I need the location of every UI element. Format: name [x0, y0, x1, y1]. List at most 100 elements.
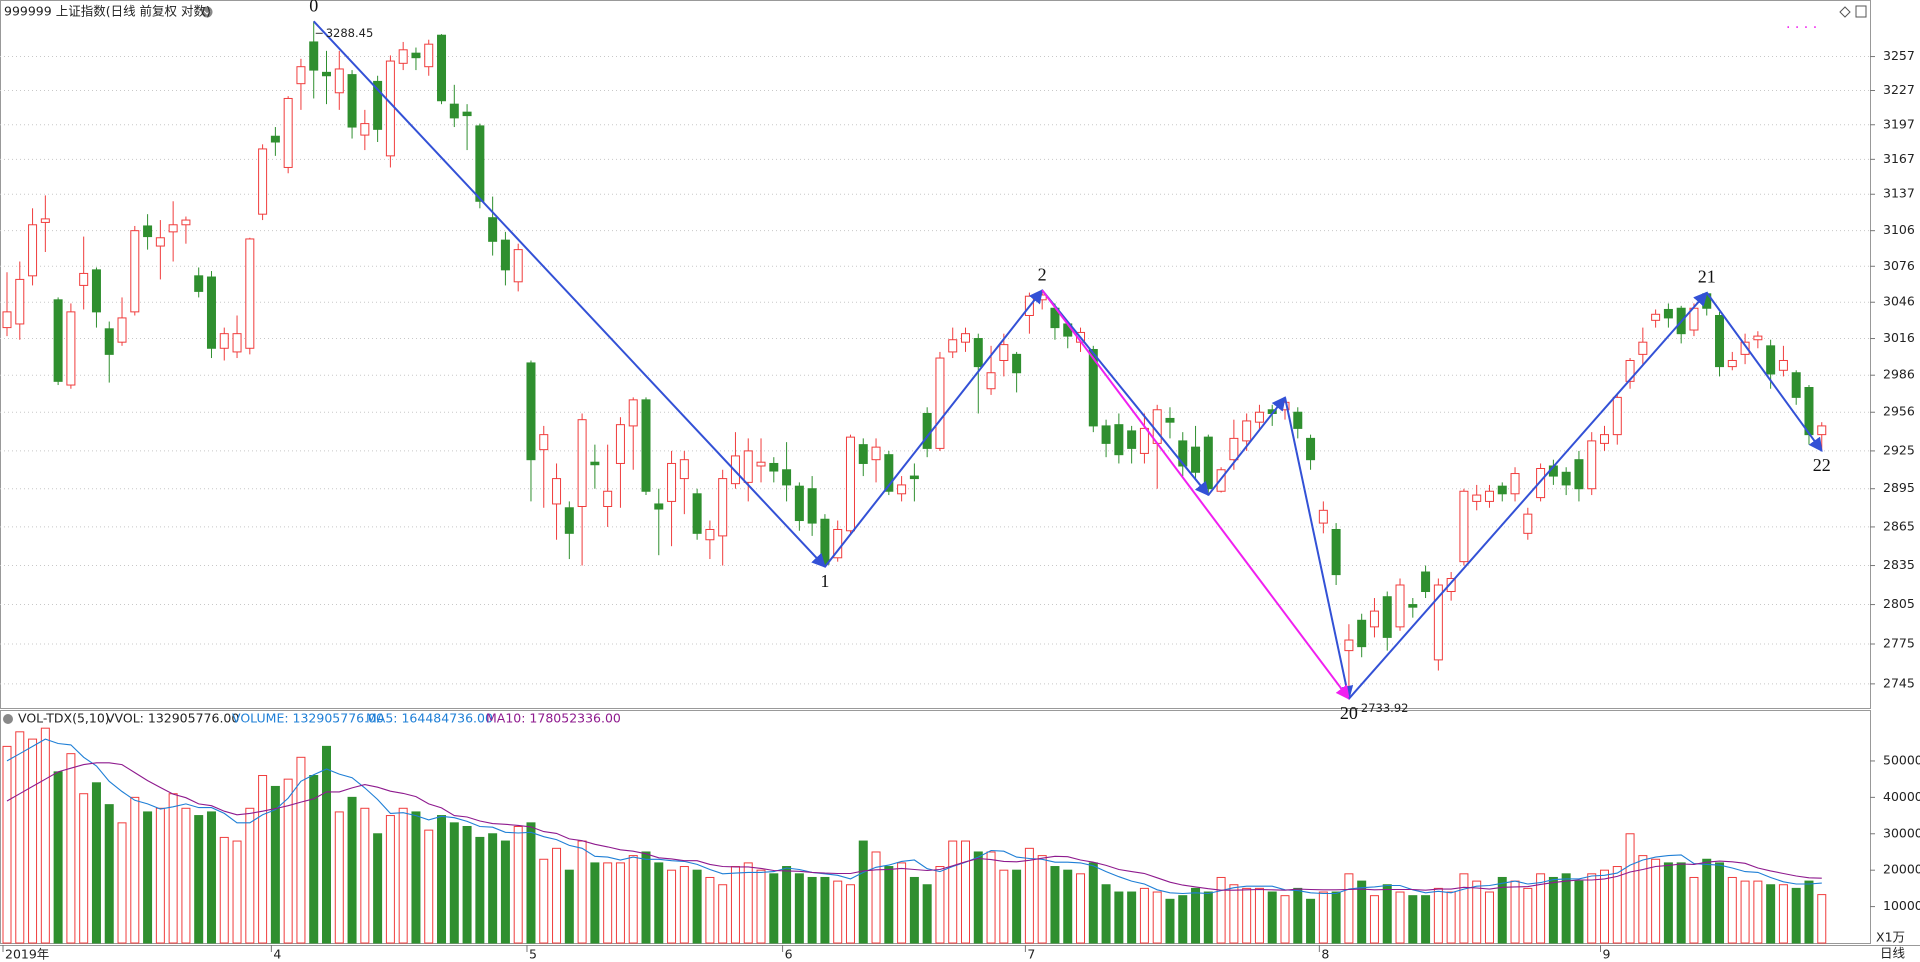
volume-bar: [1497, 876, 1507, 944]
y-tick-label: 2956: [1883, 404, 1915, 419]
candle-body: [948, 339, 958, 353]
candle-body: [1740, 341, 1750, 355]
volume-bar: [1178, 895, 1188, 944]
volume-bar: [1229, 884, 1239, 944]
candle-body: [590, 461, 600, 466]
candle-body: [104, 328, 114, 355]
candle-body: [181, 219, 191, 226]
volume-bar: [1357, 880, 1367, 944]
volume-bar: [1369, 895, 1379, 944]
candle-body: [1459, 490, 1469, 563]
vvol-label: VVOL: 132905776.00: [106, 711, 239, 726]
candle-body: [309, 41, 319, 71]
wave-line: [1041, 289, 1210, 497]
candle-body: [1395, 584, 1405, 628]
volume-bar: [730, 866, 740, 944]
volume-bar: [1791, 887, 1801, 944]
volume-bar: [79, 793, 89, 944]
volume-bar: [411, 811, 421, 944]
candle-body: [1331, 528, 1341, 576]
volume-bar: [309, 775, 319, 944]
menu-icon[interactable]: [201, 6, 213, 18]
candle-body: [1561, 471, 1571, 486]
volume-bar: [986, 851, 996, 944]
volume-bar: [897, 862, 907, 944]
candle-body: [1778, 359, 1788, 371]
candle-body: [1715, 314, 1725, 368]
candle-body: [858, 444, 868, 464]
volume-bar: [641, 851, 651, 944]
candle-body: [1369, 610, 1379, 628]
candle-body: [449, 103, 459, 119]
candle-body: [79, 272, 89, 286]
volume-bar: [1651, 858, 1661, 944]
candle-body: [258, 148, 268, 215]
vol-menu-icon[interactable]: [3, 714, 13, 724]
volume-bar: [1216, 876, 1226, 944]
volume-bar: [1280, 895, 1290, 944]
panel-icon[interactable]: [1855, 5, 1867, 18]
x-tick-label: 4: [273, 947, 281, 962]
volume-bar: [909, 876, 919, 944]
volume-bar: [270, 785, 280, 944]
volume-bar: [296, 756, 306, 944]
candle-body: [577, 419, 587, 507]
volume-bar: [424, 829, 434, 944]
candle-body: [347, 74, 357, 128]
volume-bar: [973, 851, 983, 944]
wave-label: 0: [309, 0, 318, 15]
candle-body: [743, 450, 753, 483]
y-tick-label: 3076: [1883, 258, 1915, 273]
x-tick-label: 2019年: [5, 947, 49, 962]
volume-bar: [1165, 898, 1175, 944]
y-tick-label: 20000: [1883, 862, 1920, 877]
volume-bar: [1625, 833, 1635, 944]
diamond-icon[interactable]: [1839, 6, 1851, 18]
candle-body: [1114, 424, 1124, 456]
candle-body: [973, 338, 983, 368]
legend-entry: MA5: 164484736.00: [366, 711, 493, 726]
volume-bar: [2, 745, 12, 944]
candle-body: [1510, 473, 1520, 495]
wave-label: 20: [1340, 703, 1358, 723]
candle-body: [1497, 485, 1507, 495]
volume-bar: [1088, 862, 1098, 944]
volume-bar: [1676, 862, 1686, 944]
candle-body: [1254, 411, 1264, 423]
wave-label: 21: [1698, 267, 1716, 287]
volume-bar: [667, 869, 677, 944]
volume-bar: [66, 753, 76, 944]
volume-bar: [820, 876, 830, 944]
y-tick-label: 2865: [1883, 518, 1915, 533]
y-tick-label: 2986: [1883, 367, 1915, 382]
volume-bar: [628, 855, 638, 944]
candle-body: [117, 317, 127, 343]
volume-bar: [1076, 873, 1086, 944]
candle-body: [1523, 513, 1533, 534]
candle-body: [1433, 584, 1443, 661]
x-tick-label: 5: [529, 947, 537, 962]
candle-body: [1663, 308, 1673, 319]
volume-bar: [782, 866, 792, 944]
volume-bar: [258, 775, 268, 944]
volume-bar: [1663, 862, 1673, 944]
volume-bar: [322, 745, 331, 944]
candle-body: [1536, 468, 1546, 499]
candle-body: [475, 125, 485, 202]
volume-bar: [1127, 891, 1137, 944]
candle-body: [641, 399, 651, 492]
volume-bar: [1753, 880, 1763, 944]
candle-body: [91, 269, 101, 313]
volume-bar: [1114, 891, 1124, 944]
wave-line: [312, 20, 826, 568]
candle-body: [1203, 436, 1213, 490]
y-tick-label: 3106: [1883, 222, 1915, 237]
volume-bar: [1817, 894, 1827, 944]
volume-bar: [1012, 869, 1022, 944]
candle-body: [15, 278, 25, 325]
period-label: 日线: [1880, 946, 1906, 961]
volume-bar: [91, 782, 101, 944]
candle-body: [539, 434, 549, 451]
